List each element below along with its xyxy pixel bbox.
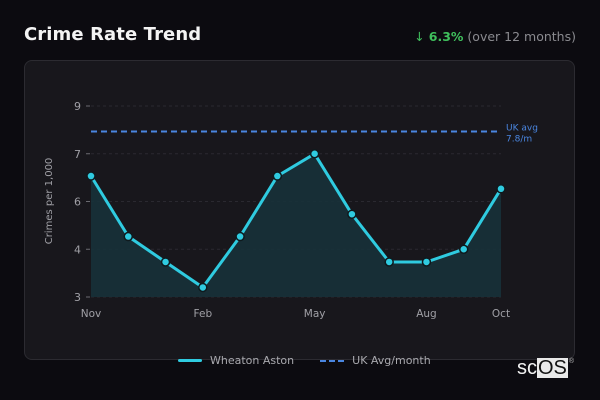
x-tick-label: May [304,308,326,320]
solid-line-swatch-icon [178,359,202,362]
legend-item-series[interactable]: Wheaton Aston [178,354,294,367]
uk-avg-annotation-value: 7.8/m [506,134,532,144]
data-point [86,171,96,181]
y-tick-label: 7 [74,148,81,161]
data-point [160,257,171,267]
data-point [272,171,283,181]
brand-sc: sc [517,357,537,379]
uk-avg-annotation: UK avg [506,123,538,133]
y-tick-label: 4 [74,243,81,256]
registered-icon: ® [568,358,575,365]
x-tick-label: Aug [416,308,437,320]
data-point [123,231,134,242]
data-point [347,209,357,219]
chart-legend: Wheaton Aston UK Avg/month [178,354,431,367]
x-tick-label: Oct [492,308,510,320]
brand-logo: sc OS ® [517,358,574,378]
data-point [496,184,506,194]
chart-title: Crime Rate Trend [24,24,202,45]
legend-label-uk-avg: UK Avg/month [352,354,431,367]
down-arrow-icon: ↓ [414,29,425,44]
brand-os: OS [537,357,568,379]
y-tick-label: 3 [74,291,81,304]
dashed-line-swatch-icon [320,359,345,362]
data-point [458,244,469,254]
data-point [309,149,320,159]
series-line [89,152,503,289]
legend-item-uk-avg[interactable]: UK Avg/month [320,354,431,367]
change-percent: 6.3% [428,29,464,44]
y-axis-label: Crimes per 1,000 [44,158,55,245]
change-note: (over 12 months) [467,29,576,44]
y-tick-label: 9 [74,100,81,113]
data-point [384,257,394,267]
legend-label-series: Wheaton Aston [210,354,295,367]
change-indicator: ↓ 6.3% (over 12 months) [414,29,576,44]
y-tick-label: 6 [74,196,81,209]
x-tick-label: Feb [194,308,213,320]
data-point [421,257,432,267]
data-point [235,231,245,242]
x-tick-label: Nov [81,308,102,320]
series-area [91,153,501,297]
data-point [198,282,208,293]
